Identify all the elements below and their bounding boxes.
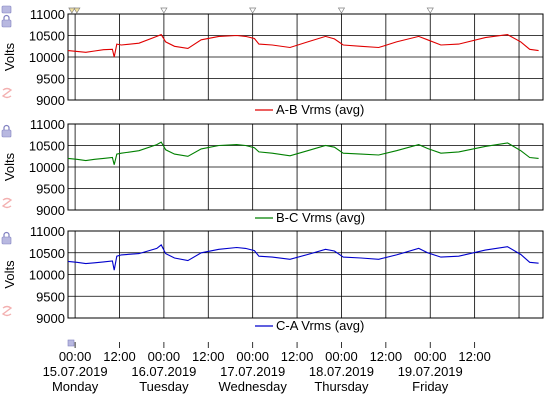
triangle-marker-icon [68, 7, 76, 14]
y-axis-label: Volts [2, 260, 17, 289]
x-tick-time: 12:00 [370, 349, 403, 364]
y-tick-label: 9500 [36, 72, 65, 87]
y-tick-label: 11000 [30, 117, 65, 132]
x-tick-time: 00:00 [414, 349, 447, 364]
y-axis-label: Volts [2, 152, 17, 181]
lock-icon[interactable] [67, 339, 75, 347]
series-line [67, 33, 539, 58]
x-tick-day: Thursday [314, 379, 369, 394]
y-tick-label: 9000 [36, 93, 65, 108]
y-tick-label: 11000 [30, 224, 65, 239]
y-tick-label: 9000 [36, 203, 65, 218]
lock-icon[interactable] [1, 129, 12, 138]
legend-label: B-C Vrms (avg) [276, 210, 365, 225]
triangle-marker-icon [426, 7, 434, 14]
x-tick-date: 19.07.2019 [398, 364, 463, 379]
y-tick-label: 10500 [29, 139, 65, 154]
y-tick-label: 10000 [29, 160, 65, 175]
triangle-marker-icon [160, 7, 168, 14]
x-tick-time: 00:00 [148, 349, 181, 364]
x-tick-date: 15.07.2019 [43, 364, 108, 379]
legend-label: A-B Vrms (avg) [276, 102, 364, 117]
lock-icon-shackle [3, 124, 10, 130]
series-line [67, 244, 539, 271]
x-tick-date: 17.07.2019 [220, 364, 285, 379]
x-tick-day: Monday [52, 379, 99, 394]
x-tick-day: Friday [412, 379, 449, 394]
x-tick-time: 12:00 [192, 349, 225, 364]
y-tick-label: 10000 [29, 268, 65, 283]
lock-icon-shackle [3, 231, 10, 237]
lock-icon[interactable] [1, 19, 12, 28]
y-axis-label: Volts [2, 42, 17, 71]
lock-icon[interactable] [1, 5, 12, 14]
y-tick-label: 11000 [30, 7, 65, 22]
series-line [67, 141, 539, 165]
y-tick-label: 9000 [36, 311, 65, 326]
triangle-marker-icon [249, 7, 257, 14]
y-tick-label: 10000 [29, 50, 65, 65]
x-tick-date: 16.07.2019 [131, 364, 196, 379]
y-tick-label: 9500 [36, 182, 65, 197]
legend-label: C-A Vrms (avg) [276, 318, 364, 333]
triangle-marker-icon [73, 7, 81, 14]
x-tick-day: Tuesday [139, 379, 189, 394]
x-tick-time: 12:00 [281, 349, 314, 364]
triangle-marker-icon [337, 7, 346, 14]
scale-icon[interactable] [1, 197, 13, 209]
y-tick-label: 10500 [29, 29, 65, 44]
x-tick-day: Wednesday [218, 379, 287, 394]
x-tick-time: 00:00 [59, 349, 92, 364]
x-tick-time: 00:00 [325, 349, 358, 364]
lock-icon[interactable] [1, 236, 12, 245]
x-tick-date: 18.07.2019 [309, 364, 374, 379]
scale-icon[interactable] [1, 87, 13, 99]
y-tick-label: 10500 [29, 246, 65, 261]
x-tick-time: 12:00 [103, 349, 136, 364]
scale-icon[interactable] [1, 305, 13, 317]
y-tick-label: 9500 [36, 289, 65, 304]
x-tick-time: 12:00 [458, 349, 491, 364]
lock-icon-shackle [3, 14, 10, 20]
x-tick-time: 00:00 [236, 349, 269, 364]
